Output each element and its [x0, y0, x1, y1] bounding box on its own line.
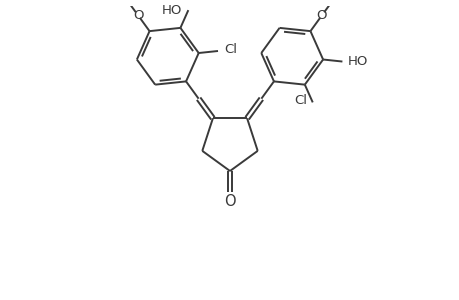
Text: HO: HO	[162, 4, 182, 16]
Text: Cl: Cl	[293, 94, 306, 107]
Text: O: O	[316, 9, 326, 22]
Text: Cl: Cl	[224, 43, 236, 56]
Text: O: O	[224, 194, 235, 208]
Text: O: O	[133, 9, 143, 22]
Text: HO: HO	[347, 55, 368, 68]
